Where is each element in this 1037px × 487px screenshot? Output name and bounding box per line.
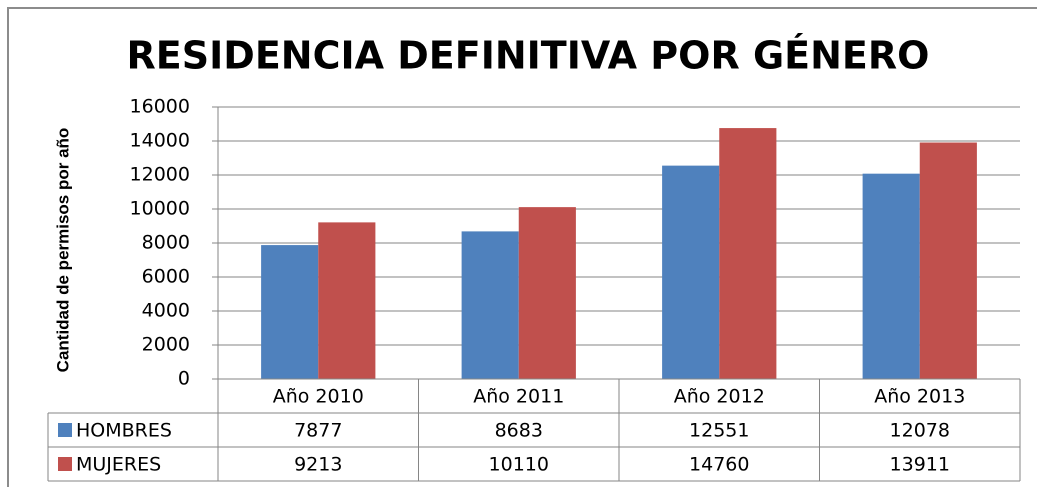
table-value: 13911 [890,454,950,476]
y-tick-label: 0 [178,368,190,390]
table-value: 8683 [495,420,543,442]
bar [461,231,519,379]
table-value: 14760 [689,454,749,476]
bar [719,128,777,379]
table-value: 10110 [489,454,549,476]
legend-label: HOMBRES [76,420,172,442]
y-tick-label: 12000 [130,164,190,186]
legend-key [58,423,72,437]
bar [919,142,977,379]
chart-title: RESIDENCIA DEFINITIVA POR GÉNERO [127,34,930,78]
table-value: 12078 [890,420,950,442]
x-tick-label: Año 2010 [273,386,364,408]
x-tick-label: Año 2012 [674,386,765,408]
y-tick-label: 8000 [142,232,190,254]
table-value: 7877 [294,420,342,442]
x-tick-label: Año 2013 [874,386,965,408]
bar [318,222,376,379]
bar [862,173,920,379]
bar [518,207,576,379]
table-value: 9213 [294,454,342,476]
y-tick-label: 6000 [142,266,190,288]
y-tick-label: 4000 [142,300,190,322]
legend-key [58,457,72,471]
y-tick-label: 10000 [130,198,190,220]
legend-label: MUJERES [76,454,161,476]
y-tick-label: 14000 [130,130,190,152]
bar [662,165,720,379]
x-tick-label: Año 2011 [473,386,564,408]
y-tick-label: 16000 [130,96,190,118]
table-value: 12551 [689,420,749,442]
y-tick-label: 2000 [142,334,190,356]
y-axis-label: Cantidad de permisos por año [53,128,72,373]
bar [261,245,319,379]
